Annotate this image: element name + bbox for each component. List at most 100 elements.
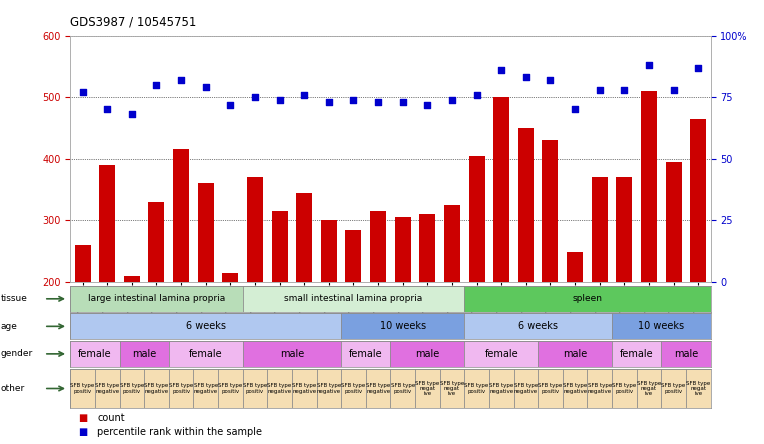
Point bbox=[668, 86, 680, 93]
Text: SFB type
positiv: SFB type positiv bbox=[120, 383, 144, 394]
Bar bbox=[198, 183, 214, 405]
Point bbox=[471, 91, 483, 98]
Bar bbox=[686, 369, 711, 408]
Bar bbox=[342, 369, 366, 408]
Text: male: male bbox=[563, 349, 588, 359]
Bar bbox=[690, 119, 706, 405]
Point bbox=[544, 76, 556, 83]
Bar bbox=[292, 369, 316, 408]
Bar bbox=[148, 202, 164, 405]
Text: SFB type
positiv: SFB type positiv bbox=[342, 383, 366, 394]
Bar bbox=[70, 341, 119, 367]
Text: SFB type
negat
ive: SFB type negat ive bbox=[686, 381, 711, 396]
Bar bbox=[316, 369, 342, 408]
Text: male: male bbox=[280, 349, 304, 359]
Text: SFB type
negative: SFB type negative bbox=[95, 383, 119, 394]
Bar bbox=[75, 245, 91, 405]
Text: 10 weeks: 10 weeks bbox=[380, 321, 426, 331]
Text: SFB type
negative: SFB type negative bbox=[317, 383, 341, 394]
Bar bbox=[124, 276, 140, 405]
Bar bbox=[321, 220, 337, 405]
Bar bbox=[415, 369, 439, 408]
Text: SFB type
negative: SFB type negative bbox=[588, 383, 612, 394]
Bar bbox=[468, 156, 484, 405]
Text: female: female bbox=[349, 349, 383, 359]
Bar bbox=[542, 140, 558, 405]
Point bbox=[348, 96, 360, 103]
Text: ■: ■ bbox=[78, 428, 87, 437]
Bar bbox=[243, 341, 342, 367]
Bar bbox=[465, 369, 489, 408]
Bar bbox=[641, 91, 657, 405]
Text: age: age bbox=[1, 322, 18, 331]
Point bbox=[175, 76, 187, 83]
Text: female: female bbox=[484, 349, 518, 359]
Bar bbox=[173, 150, 189, 405]
Bar bbox=[444, 205, 460, 405]
Text: spleen: spleen bbox=[572, 294, 602, 303]
Text: SFB type
positiv: SFB type positiv bbox=[539, 383, 562, 394]
Bar bbox=[243, 369, 267, 408]
Bar bbox=[243, 286, 465, 312]
Text: gender: gender bbox=[1, 349, 33, 358]
Point bbox=[199, 84, 212, 91]
Text: SFB type
negative: SFB type negative bbox=[267, 383, 292, 394]
Point bbox=[298, 91, 310, 98]
Text: male: male bbox=[132, 349, 157, 359]
Point bbox=[446, 96, 458, 103]
Text: ■: ■ bbox=[78, 413, 87, 424]
Text: 10 weeks: 10 weeks bbox=[638, 321, 685, 331]
Text: SFB type
positiv: SFB type positiv bbox=[243, 383, 267, 394]
Text: female: female bbox=[620, 349, 653, 359]
Bar bbox=[193, 369, 218, 408]
Bar bbox=[612, 313, 711, 339]
Text: 6 weeks: 6 weeks bbox=[518, 321, 558, 331]
Bar bbox=[439, 369, 465, 408]
Bar bbox=[342, 341, 390, 367]
Bar bbox=[419, 214, 435, 405]
Point bbox=[643, 62, 655, 69]
Text: count: count bbox=[97, 413, 125, 424]
Text: SFB type
negative: SFB type negative bbox=[513, 383, 538, 394]
Text: SFB type
positiv: SFB type positiv bbox=[219, 383, 242, 394]
Bar bbox=[169, 369, 193, 408]
Bar bbox=[612, 341, 662, 367]
Bar bbox=[395, 217, 411, 405]
Bar bbox=[119, 369, 144, 408]
Text: SFB type
negative: SFB type negative bbox=[292, 383, 316, 394]
Bar bbox=[636, 369, 662, 408]
Text: GDS3987 / 10545751: GDS3987 / 10545751 bbox=[70, 16, 196, 28]
Bar bbox=[538, 369, 563, 408]
Point bbox=[151, 81, 163, 88]
Bar bbox=[538, 341, 612, 367]
Bar bbox=[169, 341, 243, 367]
Bar bbox=[296, 193, 312, 405]
Text: large intestinal lamina propria: large intestinal lamina propria bbox=[88, 294, 225, 303]
Bar bbox=[99, 165, 115, 405]
Bar bbox=[591, 177, 607, 405]
Text: SFB type
positiv: SFB type positiv bbox=[662, 383, 686, 394]
Point bbox=[594, 86, 606, 93]
Text: SFB type
positiv: SFB type positiv bbox=[612, 383, 636, 394]
Bar bbox=[70, 313, 342, 339]
Bar bbox=[662, 341, 711, 367]
Bar bbox=[218, 369, 243, 408]
Text: SFB type
negat
ive: SFB type negat ive bbox=[415, 381, 439, 396]
Point bbox=[618, 86, 630, 93]
Bar bbox=[665, 162, 681, 405]
Text: female: female bbox=[78, 349, 112, 359]
Text: SFB type
positiv: SFB type positiv bbox=[465, 383, 489, 394]
Text: 6 weeks: 6 weeks bbox=[186, 321, 225, 331]
Bar bbox=[70, 286, 243, 312]
Bar bbox=[617, 177, 633, 405]
Text: SFB type
negat
ive: SFB type negat ive bbox=[440, 381, 464, 396]
Bar bbox=[612, 369, 636, 408]
Bar bbox=[518, 128, 534, 405]
Point bbox=[126, 111, 138, 118]
Point bbox=[101, 106, 113, 113]
Bar bbox=[662, 369, 686, 408]
Text: SFB type
negative: SFB type negative bbox=[144, 383, 169, 394]
Bar bbox=[222, 273, 238, 405]
Text: SFB type
negat
ive: SFB type negat ive bbox=[637, 381, 661, 396]
Bar bbox=[370, 211, 386, 405]
